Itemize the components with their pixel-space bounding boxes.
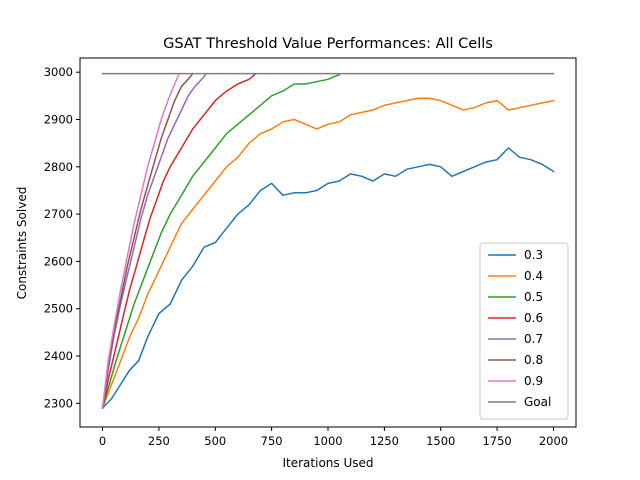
y-tick-label: 2800 <box>44 160 73 174</box>
series-line-0-4 <box>101 97 555 410</box>
x-tick-label: 250 <box>148 434 170 448</box>
legend-label: 0.7 <box>524 332 543 346</box>
x-tick-label: 0 <box>99 434 106 448</box>
legend: 0.3 0.4 0.5 0.6 0.7 0.8 0.9 Goal <box>479 242 569 420</box>
y-tick-label: 2500 <box>44 302 73 316</box>
y-tick-label: 2400 <box>44 349 73 363</box>
series-line-0-3 <box>101 147 555 410</box>
series-line-0-6 <box>101 72 257 409</box>
series-line-0-9 <box>101 72 181 409</box>
chart-title: GSAT Threshold Value Performances: All C… <box>163 36 493 52</box>
axes: 0 250 500 750 1000 1250 1500 1750 2000 2300 2400 25… <box>44 65 568 448</box>
y-axis-label: Constraints Solved <box>15 187 29 300</box>
x-tick-label: 2000 <box>539 434 568 448</box>
y-tick-label: 2900 <box>44 113 73 127</box>
y-tick-label: 3000 <box>44 65 73 79</box>
legend-label: Goal <box>524 395 551 409</box>
x-tick-label: 750 <box>261 434 283 448</box>
y-tick-label: 2300 <box>44 396 73 410</box>
x-tick-label: 1500 <box>426 434 455 448</box>
x-tick-label: 1750 <box>482 434 511 448</box>
legend-label: 0.4 <box>524 269 543 283</box>
x-tick-label: 1000 <box>313 434 342 448</box>
legend-box <box>479 242 569 420</box>
legend-label: 0.8 <box>524 353 543 367</box>
y-tick-label: 2600 <box>44 254 73 268</box>
series-line-0-5 <box>101 73 341 410</box>
x-tick-label: 1250 <box>370 434 399 448</box>
series-group <box>101 72 555 410</box>
series-line-0-7 <box>101 72 208 409</box>
legend-label: 0.5 <box>524 290 543 304</box>
legend-label: 0.9 <box>524 374 543 388</box>
series-line-0-8 <box>101 72 194 409</box>
legend-label: 0.6 <box>524 311 543 325</box>
x-tick-label: 500 <box>204 434 226 448</box>
plot-area <box>101 72 555 410</box>
legend-label: 0.3 <box>524 248 543 262</box>
x-axis-label: Iterations Used <box>282 456 373 470</box>
y-tick-label: 2700 <box>44 207 73 221</box>
